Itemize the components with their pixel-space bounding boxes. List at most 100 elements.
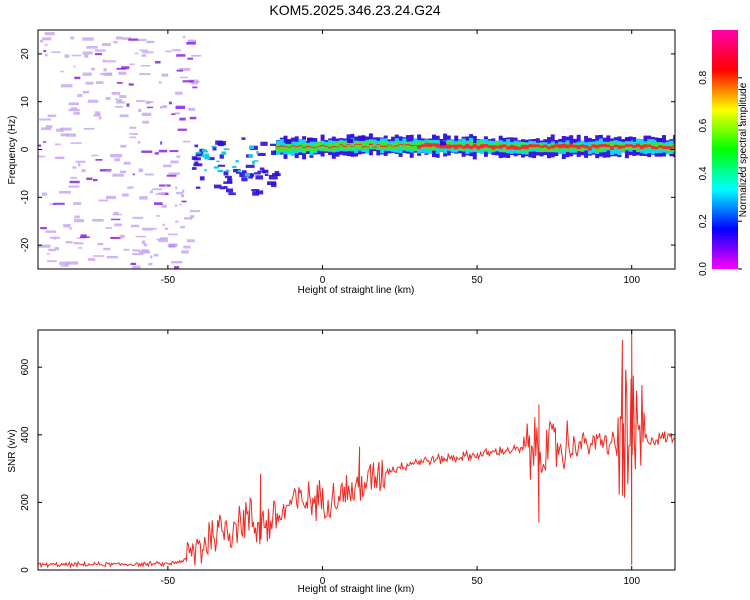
spectrogram-ridge-cell — [402, 144, 407, 146]
spectrogram-noise-blob — [179, 117, 186, 121]
spectrogram-ridge-cell — [524, 145, 529, 150]
spectrogram-noise-blob — [65, 241, 73, 244]
spectrogram-ridge-cell — [279, 145, 284, 152]
spectrogram-ridge-cell — [328, 142, 333, 151]
spectrogram-cluster-blob — [227, 178, 233, 183]
snr-y-axis-label: SNR (v/v) — [7, 429, 18, 472]
spectrogram-noise-blob — [95, 159, 103, 161]
spectrogram-noise-blob — [188, 107, 195, 111]
spectrogram-ridge-cell — [383, 141, 388, 150]
spectrogram-noise-blob — [105, 97, 111, 100]
spectrogram-noise-blob — [164, 227, 169, 230]
snr-y-tick-label: 600 — [20, 358, 31, 375]
spectrogram-noise-blob — [139, 196, 148, 200]
spectrogram-noise-blob — [176, 191, 183, 195]
spectrogram-ridge-cell — [346, 144, 351, 145]
spectrogram-noise-blob — [92, 255, 105, 257]
spectrogram-noise-blob — [154, 202, 163, 205]
spectrogram-ridge-cell — [294, 146, 299, 148]
spectrogram-noise-blob — [42, 37, 52, 41]
spectrogram-noise-blob — [45, 230, 57, 233]
spectrogram-ridge-cell — [294, 145, 299, 152]
spectrogram-ridge-cell — [602, 143, 607, 147]
spectrogram-cluster-blob — [193, 157, 201, 161]
spectrogram-cluster-blob — [204, 156, 211, 160]
spectrogram-cluster-blob — [216, 160, 220, 163]
spectrogram-ridge-cell — [276, 143, 281, 152]
spectrogram-ridge-cell — [287, 146, 292, 148]
spectrogram-ridge-cell — [313, 143, 318, 151]
spectrogram-ridge-cell — [354, 144, 358, 146]
spectrogram-noise-blob — [51, 51, 61, 53]
spectrogram-y-tick-label: 10 — [20, 96, 31, 108]
spectrogram-noise-blob — [112, 173, 124, 177]
spectrogram-cluster-blob — [225, 169, 230, 172]
spectrogram-ridge-cell — [624, 145, 629, 151]
spectrogram-noise-blob — [70, 176, 78, 179]
spectrogram-noise-blob — [176, 54, 186, 57]
spectrogram-ridge-cell — [561, 143, 566, 148]
spectrogram-ridge-cell — [550, 145, 555, 149]
spectrogram-noise-blob — [106, 195, 116, 200]
spectrogram-noise-blob — [158, 149, 168, 153]
spectrogram-noise-blob — [134, 52, 139, 55]
spectrogram-ridge-cell — [339, 144, 344, 146]
spectrogram-noise-blob — [73, 111, 80, 115]
spectrogram-noise-blob — [80, 236, 90, 238]
spectrogram-ridge-cell — [290, 144, 295, 150]
spectrogram-cluster-blob — [194, 144, 198, 148]
spectrogram-noise-blob — [161, 204, 167, 208]
spectrogram-ridge-cell — [361, 146, 366, 148]
spectrogram-ridge-cell — [365, 141, 370, 149]
spectrogram-cluster-blob — [252, 160, 255, 165]
spectrogram-noise-blob — [176, 155, 181, 158]
spectrogram-cluster-blob — [219, 142, 224, 147]
spectrogram-ridge-cell — [643, 144, 648, 148]
spectrogram-ridge-cell — [673, 145, 675, 151]
snr-plot-area — [38, 330, 675, 570]
spectrogram-ridge-cell — [506, 146, 511, 150]
spectrogram-noise-blob — [115, 105, 123, 108]
spectrogram-ridge-cell — [387, 144, 392, 146]
spectrogram-noise-blob — [165, 50, 172, 53]
spectrogram-noise-blob — [129, 133, 138, 135]
spectrogram-noise-blob — [138, 108, 142, 112]
spectrogram-ridge-cell — [539, 145, 544, 148]
spectrogram-noise-blob — [98, 199, 108, 202]
spectrogram-ridge-cell — [673, 144, 675, 148]
spectrogram-noise-blob — [59, 261, 69, 265]
spectrogram-ridge-cell — [595, 144, 600, 149]
spectrogram-noise-blob — [68, 185, 80, 188]
spectrogram-ridge-cell — [606, 144, 611, 148]
snr-x-tick-label: 50 — [472, 576, 484, 587]
spectrogram-noise-blob — [40, 227, 47, 230]
spectrogram-ridge-cell — [372, 146, 377, 148]
spectrogram-noise-blob — [38, 155, 46, 158]
spectrogram-noise-blob — [111, 91, 121, 95]
spectrogram-noise-blob — [121, 66, 130, 70]
snr-y-tick-label: 400 — [20, 426, 31, 443]
spectrogram-ridge-cell — [628, 144, 633, 147]
spectrogram-ridge-cell — [324, 145, 329, 147]
spectrogram-noise-blob — [39, 39, 44, 43]
spectrogram-noise-blob — [119, 170, 127, 173]
spectrogram-cluster-blob — [257, 170, 267, 173]
spectrogram-ridge-cell — [342, 141, 347, 150]
spectrogram-ridge-cell — [654, 141, 659, 150]
spectrogram-ridge-cell — [624, 144, 629, 147]
spectrogram-noise-blob — [78, 247, 83, 249]
spectrogram-noise-blob — [116, 67, 126, 70]
spectrogram-noise-blob — [119, 234, 125, 239]
spectrogram-cluster-blob — [238, 170, 241, 173]
spectrogram-noise-blob — [174, 266, 180, 269]
spectrogram-noise-blob — [83, 127, 95, 130]
spectrogram-cluster-blob — [249, 145, 254, 150]
spectrogram-noise-blob — [155, 61, 161, 64]
spectrogram-ridge-bump — [625, 137, 632, 142]
spectrogram-ridge-cell — [413, 145, 418, 146]
spectrogram-ridge-cell — [391, 146, 396, 148]
spectrogram-ridge-cell — [309, 145, 314, 152]
spectrogram-cluster-blob — [252, 191, 260, 196]
spectrogram-ridge-cell — [639, 145, 644, 149]
spectrogram-cluster-blob — [267, 181, 276, 185]
